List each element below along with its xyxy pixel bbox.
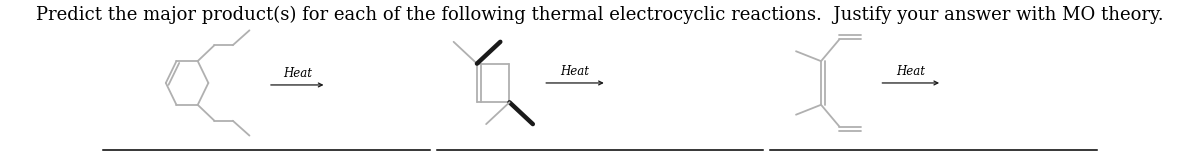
Text: Heat: Heat (896, 65, 925, 78)
Text: Predict the major product(s) for each of the following thermal electrocyclic rea: Predict the major product(s) for each of… (36, 6, 1164, 24)
Text: Heat: Heat (283, 67, 312, 80)
Polygon shape (476, 41, 502, 64)
Text: Heat: Heat (560, 65, 589, 78)
